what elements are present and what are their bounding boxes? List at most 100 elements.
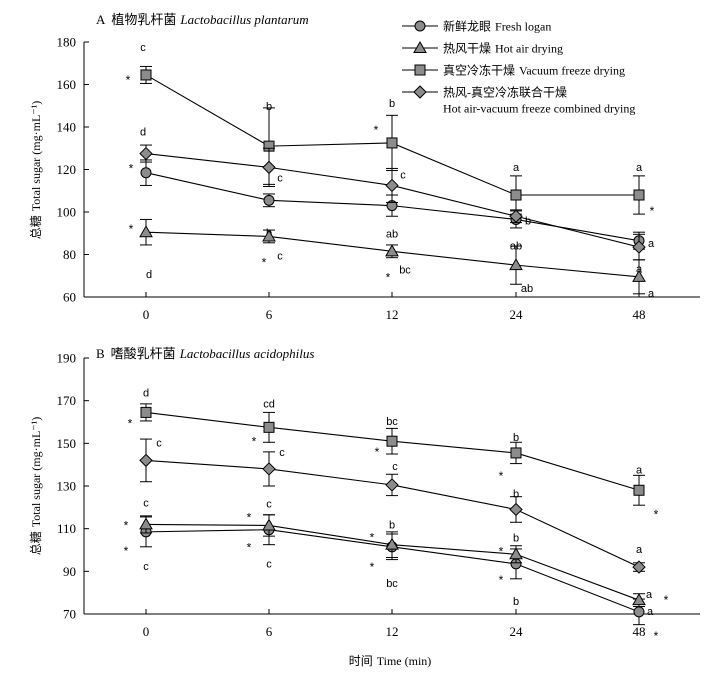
panel-a-y-tick-label: 180 <box>57 35 77 50</box>
panel-b-data-point-diamond <box>262 462 276 476</box>
panel-a-title-prefix: A <box>96 12 106 27</box>
panel-b-significance-star: * <box>654 629 659 643</box>
legend-label: 热风干燥 Hot air drying <box>443 42 563 56</box>
legend-label-cn: 热风-真空冷冻联合干燥 <box>443 85 567 100</box>
panel-b-y-tick-label: 70 <box>63 607 76 622</box>
panel-a-data-point-diamond <box>632 240 646 254</box>
panel-a-data-point-square <box>510 189 522 201</box>
panel-a-significance-star: * <box>126 73 131 87</box>
legend-label-cn: 真空冷冻干燥 <box>443 63 515 78</box>
legend-label-en: Hot air-vacuum freeze combined drying <box>443 102 635 116</box>
panel-b-y-tick-label: 110 <box>57 521 76 536</box>
panel-a-data-point-triangle <box>139 225 153 238</box>
panel-a-series-diamond: d c c b a <box>139 127 655 261</box>
panel-a-significance-letter: d <box>140 127 146 139</box>
panel-b-x-tick-label: 24 <box>510 624 524 639</box>
panel-a-significance-letter: d <box>146 269 152 281</box>
panel-a-significance-star: * <box>374 123 379 137</box>
panel-a-significance-star: * <box>129 222 134 236</box>
panel-a-significance-star: * <box>262 255 267 269</box>
panel-b-significance-letter: c <box>266 559 272 571</box>
panel-b-x-tick-label: 0 <box>143 624 150 639</box>
panel-a-data-point-square <box>386 137 398 149</box>
panel-b-x-tick-label: 6 <box>266 624 273 639</box>
xlabel-cn: 时间 <box>349 654 373 668</box>
panel-a-data-point-diamond <box>509 209 523 223</box>
legend-item-circle: 新鲜龙眼 Fresh logan <box>402 19 551 34</box>
panel-b-significance-letter: a <box>636 544 643 556</box>
panel-b-significance-letter: bc <box>386 578 398 590</box>
panel-a-x-tick-label: 48 <box>633 307 646 322</box>
panel-b-x-tick-label: 48 <box>633 624 646 639</box>
panel-a-data-point-triangle <box>632 269 646 282</box>
panel-a-significance-letter: a <box>513 162 520 174</box>
legend-label-en: Vacuum freeze drying <box>519 64 625 78</box>
legend-label: 新鲜龙眼 Fresh logan <box>443 19 551 34</box>
panel-b-significance-letter: bc <box>386 416 398 428</box>
panel-b-data-point-square <box>633 484 645 496</box>
panel-a-data-point-circle <box>263 194 275 206</box>
panel-a-significance-star: * <box>129 162 134 176</box>
panel-b-significance-letter: c <box>279 447 285 459</box>
panel-a-data-point-triangle <box>262 229 276 242</box>
panel-a-y-tick-label: 160 <box>57 77 77 92</box>
panel-b-y-tick-label: 130 <box>57 479 77 494</box>
panel-a-data-point-circle <box>140 167 152 179</box>
panel-b-significance-letter: c <box>143 561 149 573</box>
panel-a-significance-letter: a <box>636 162 643 174</box>
panel-a-x-tick-label: 0 <box>143 307 150 322</box>
panel-b-ylabel: Total sugar (mg·mL⁻¹) <box>29 417 43 527</box>
panel-a-significance-letter: bc <box>399 264 411 276</box>
panel-b-y-tick-label: 190 <box>57 351 77 366</box>
panel-b-significance-star: * <box>124 544 129 558</box>
panel-b-data-point-triangle <box>632 593 646 606</box>
panel-a-x-tick-label: 12 <box>386 307 399 322</box>
panel-a-series-circle: bababa* <box>129 159 645 276</box>
panel-b-significance-letter: b <box>513 532 519 544</box>
panel-b-data-point-circle <box>633 606 645 618</box>
panel-b-data-point-triangle <box>509 547 523 560</box>
legend-item-diamond: 热风-真空冷冻联合干燥 Hot air-vacuum freeze combine… <box>402 85 635 116</box>
panel-b-significance-letter: a <box>636 464 643 476</box>
legend-marker-triangle <box>413 40 427 53</box>
panel-b-significance-letter: b <box>513 596 519 608</box>
xlabel: Time (min) <box>377 654 432 668</box>
legend-label-en: Hot air drying <box>495 42 563 56</box>
panel-b-significance-star: * <box>664 593 669 607</box>
panel-a-ylabel-cn: 总糖 <box>28 215 43 239</box>
legend-item-square: 真空冷冻干燥 Vacuum freeze drying <box>402 63 625 78</box>
panel-b: B 嗜酸乳杆菌 Lactobacillus acidophilus 总糖 Total … <box>28 346 700 668</box>
panel-b-series-diamond: c c c b a <box>139 437 646 574</box>
panel-b-data-point-triangle <box>385 537 399 550</box>
panel-a-significance-letter: c <box>277 250 283 262</box>
panel-a-data-point-triangle <box>385 244 399 257</box>
panel-a-data-point-diamond <box>385 178 399 193</box>
panel-b-significance-letter: cd <box>263 398 275 410</box>
panel-b-data-point-diamond <box>385 478 399 492</box>
panel-b-significance-star: * <box>370 531 375 545</box>
panel-a-significance-star: * <box>386 270 391 284</box>
panel-a-significance-star: * <box>650 204 655 218</box>
panel-a-significance-letter: ab <box>521 283 533 295</box>
panel-b-significance-star: * <box>124 518 129 532</box>
panel-a-significance-letter: c <box>277 172 283 184</box>
panel-b-significance-letter: b <box>513 432 519 444</box>
panel-b-significance-letter: c <box>392 461 398 473</box>
panel-b-significance-star: * <box>247 510 252 524</box>
panel-b-data-point-diamond <box>509 502 523 517</box>
panel-b-significance-star: * <box>654 507 659 521</box>
panel-a-significance-letter: b <box>525 215 531 227</box>
legend-label: 真空冷冻干燥 Vacuum freeze drying <box>443 63 625 78</box>
panel-b-significance-letter: c <box>156 437 162 449</box>
panel-b-data-point-triangle <box>262 518 276 531</box>
panel-a-ylabel: Total sugar (mg·mL⁻¹) <box>29 101 43 211</box>
panel-a-x-tick-label: 24 <box>510 307 524 322</box>
panel-b-data-point-square <box>263 421 275 433</box>
panel-b-significance-letter: a <box>647 606 654 618</box>
panel-b-data-point-diamond <box>632 560 646 574</box>
legend-label-en: Fresh logan <box>495 20 551 34</box>
panel-b-data-point-triangle <box>139 517 153 530</box>
panel-b-significance-letter: b <box>513 488 519 500</box>
panel-a-data-point-triangle <box>509 258 523 271</box>
